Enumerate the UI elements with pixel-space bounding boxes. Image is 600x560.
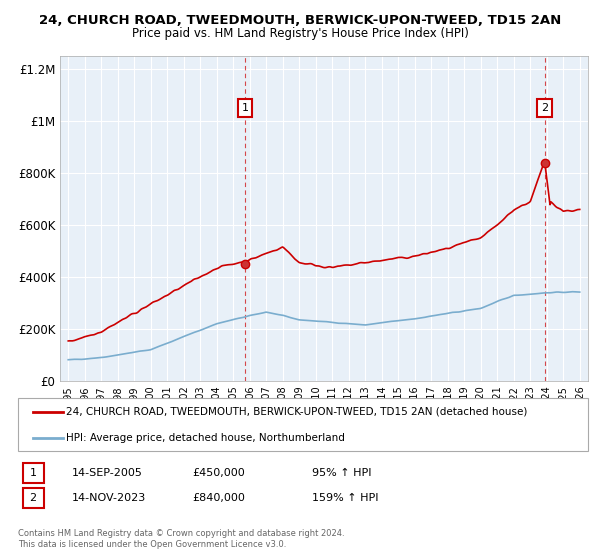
Text: 95% ↑ HPI: 95% ↑ HPI [312, 468, 371, 478]
Text: 24, CHURCH ROAD, TWEEDMOUTH, BERWICK-UPON-TWEED, TD15 2AN (detached house): 24, CHURCH ROAD, TWEEDMOUTH, BERWICK-UPO… [66, 407, 527, 417]
Text: £840,000: £840,000 [192, 493, 245, 503]
Text: 159% ↑ HPI: 159% ↑ HPI [312, 493, 379, 503]
Text: £450,000: £450,000 [192, 468, 245, 478]
Text: Price paid vs. HM Land Registry's House Price Index (HPI): Price paid vs. HM Land Registry's House … [131, 27, 469, 40]
Text: 1: 1 [241, 103, 248, 113]
Text: 14-SEP-2005: 14-SEP-2005 [72, 468, 143, 478]
Text: Contains HM Land Registry data © Crown copyright and database right 2024.
This d: Contains HM Land Registry data © Crown c… [18, 529, 344, 549]
Text: 24, CHURCH ROAD, TWEEDMOUTH, BERWICK-UPON-TWEED, TD15 2AN: 24, CHURCH ROAD, TWEEDMOUTH, BERWICK-UPO… [39, 14, 561, 27]
Text: 1: 1 [29, 468, 37, 478]
Text: 2: 2 [541, 103, 548, 113]
Text: 14-NOV-2023: 14-NOV-2023 [72, 493, 146, 503]
Text: 2: 2 [29, 493, 37, 503]
Text: HPI: Average price, detached house, Northumberland: HPI: Average price, detached house, Nort… [66, 433, 345, 443]
